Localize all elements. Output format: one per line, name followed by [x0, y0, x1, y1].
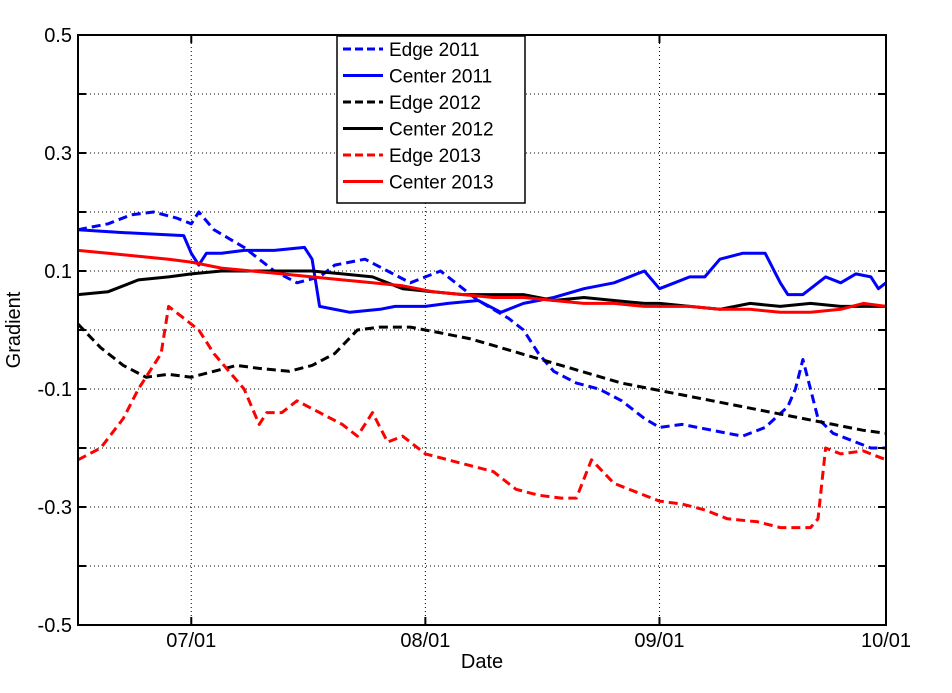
legend: Edge 2011 Center 2011 Edge 2012 Center 2012… — [336, 35, 526, 204]
series-line-center-2012 — [77, 269, 886, 311]
x-tick-label: 09/01 — [634, 630, 684, 652]
legend-label: Edge 2011 — [389, 40, 480, 61]
series-line-edge-2013 — [77, 304, 887, 530]
legend-label: Center 2013 — [389, 173, 494, 194]
legend-label: Edge 2012 — [389, 93, 481, 114]
legend-label: Center 2012 — [389, 120, 494, 141]
y-tick-label: 0.1 — [44, 261, 72, 283]
series-lines — [76, 210, 887, 530]
series-line-center-2013 — [77, 248, 887, 314]
x-tick-label: 08/01 — [400, 630, 450, 652]
y-tick-label: -0.3 — [38, 497, 72, 519]
series-line-edge-2011 — [77, 210, 886, 450]
y-tick-label: 0.3 — [44, 143, 72, 165]
series-line-edge-2012 — [76, 323, 887, 435]
legend-box — [336, 35, 526, 204]
y-tick-label: 0.5 — [44, 25, 72, 47]
x-axis-label: Date — [461, 651, 503, 673]
y-tick-label: -0.1 — [38, 379, 72, 401]
legend-label: Center 2011 — [389, 67, 492, 88]
y-axis-label: Gradient — [3, 291, 25, 368]
legend-label: Edge 2013 — [389, 146, 481, 167]
axis-ticks: -0.5 -0.3 -0.1 0.1 0.3 0.5 07/01 08/01 09/01 10/0… — [38, 25, 912, 652]
y-tick-label: -0.5 — [38, 615, 72, 637]
x-tick-label: 07/01 — [166, 630, 216, 652]
x-tick-label: 10/01 — [861, 630, 911, 652]
